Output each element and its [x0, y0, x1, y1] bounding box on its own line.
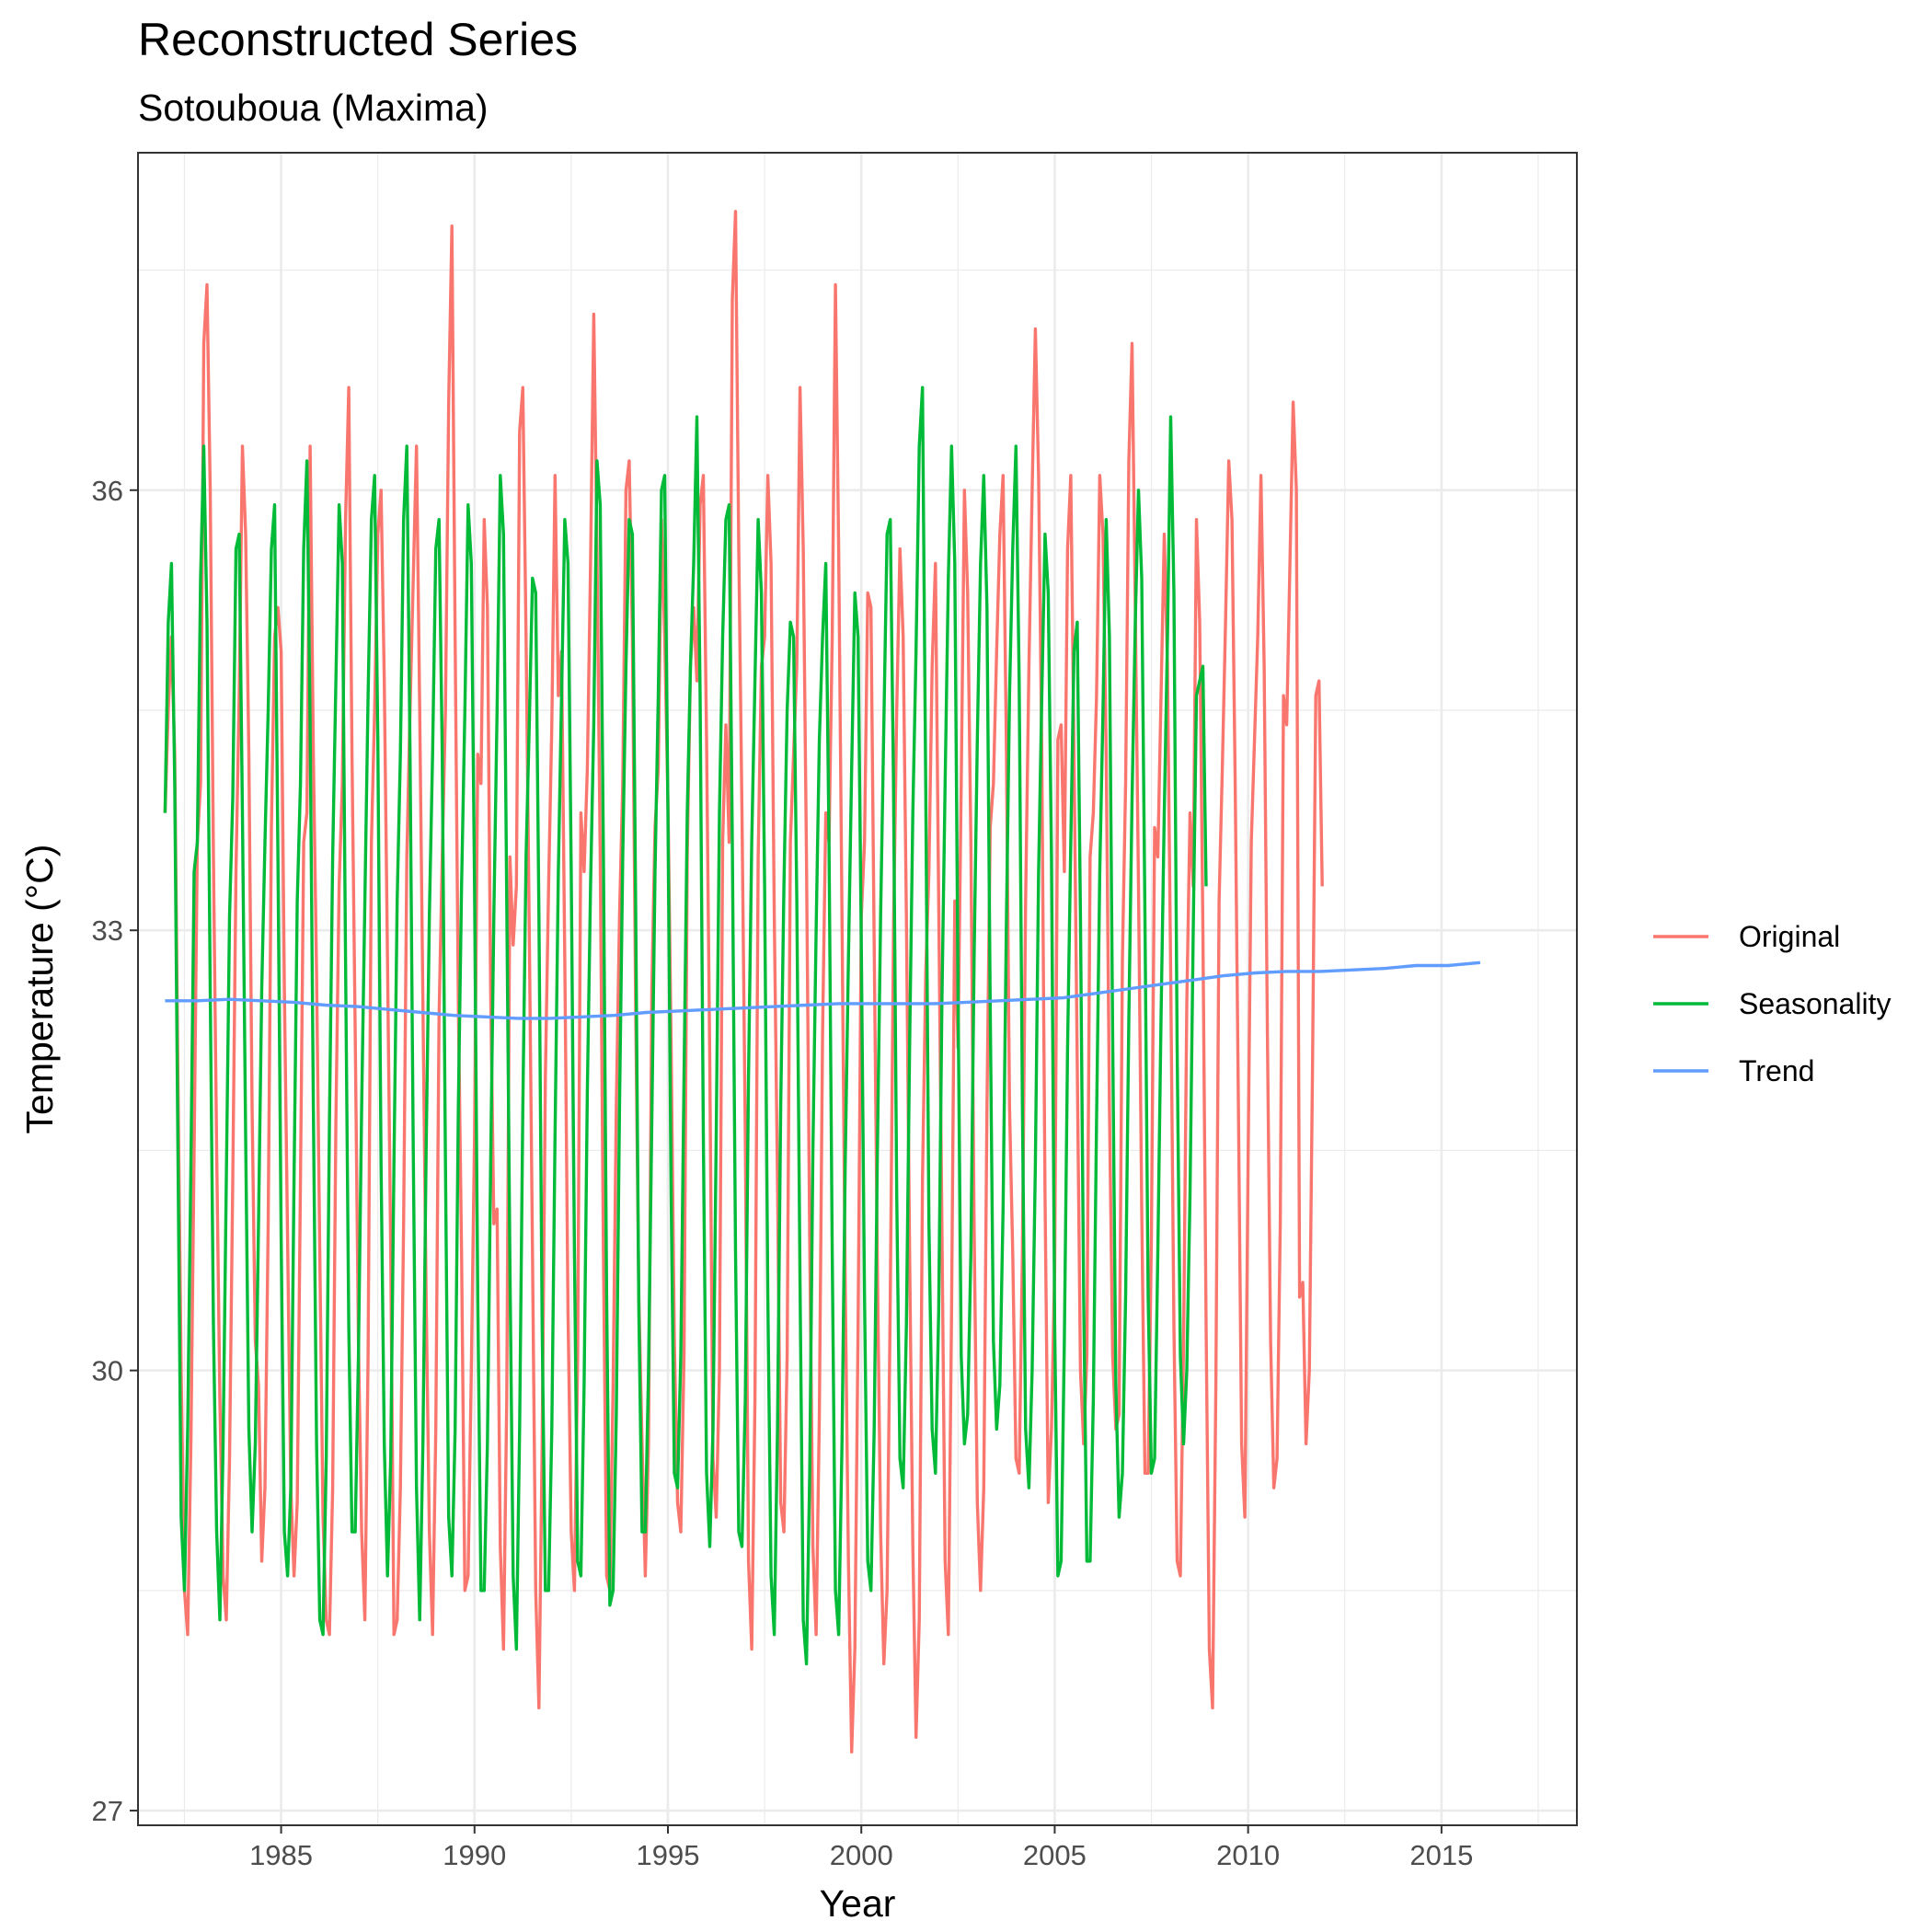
y-tick-label: 27: [92, 1795, 123, 1827]
chart-subtitle: Sotouboua (Maxima): [138, 86, 489, 129]
y-tick-label: 30: [92, 1355, 123, 1387]
series-layer: [163, 210, 1481, 1754]
chart-title: Reconstructed Series: [138, 14, 578, 65]
x-axis: 1985 1990 1995 2000 2005 2010 2015: [249, 1825, 1473, 1871]
x-tick-label: 2005: [1023, 1839, 1087, 1871]
x-tick-label: 2000: [830, 1839, 893, 1871]
legend-label-original: Original: [1739, 920, 1840, 953]
plot-panel-border: [137, 152, 1578, 1826]
y-tick-label: 36: [92, 475, 123, 507]
legend-label-trend: Trend: [1739, 1054, 1814, 1087]
x-tick-label: 1990: [443, 1839, 506, 1871]
x-tick-label: 1985: [249, 1839, 313, 1871]
legend-label-seasonality: Seasonality: [1739, 987, 1891, 1020]
series-line-trend: [165, 960, 1481, 1020]
y-tick-label: 33: [92, 914, 123, 947]
series-line-seasonality: [163, 385, 1208, 1666]
x-axis-title: Year: [820, 1882, 896, 1925]
y-axis: 27 30 33 36: [92, 475, 138, 1827]
x-tick-label: 2015: [1409, 1839, 1473, 1871]
x-tick-label: 1995: [637, 1839, 700, 1871]
y-axis-title: Temperature (°C): [18, 845, 61, 1134]
x-tick-label: 2010: [1216, 1839, 1280, 1871]
legend: Original Seasonality Trend: [1653, 920, 1891, 1087]
